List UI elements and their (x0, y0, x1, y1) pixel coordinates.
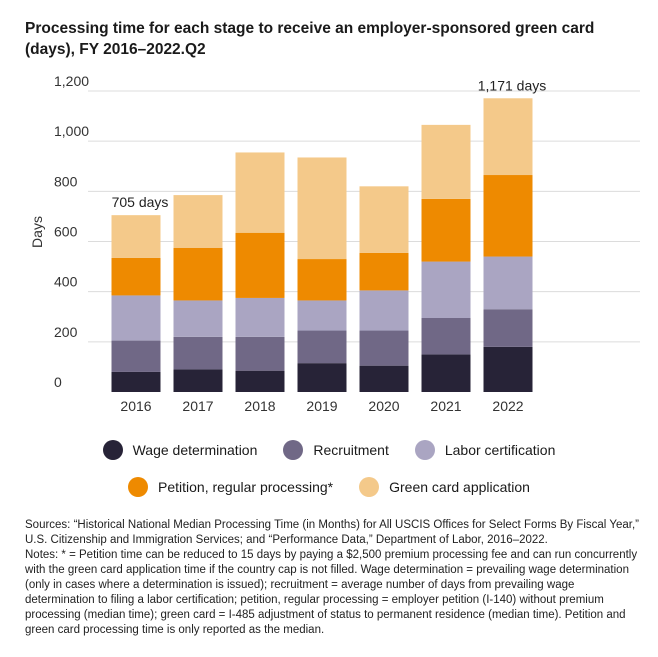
stacked-bar-chart: 0 200 400 600 800 1,000 1,200 2016 2017 2018 2019… (29, 73, 640, 414)
bar-segment-labor-certification (235, 297, 285, 337)
bar-total-annotation: 1,171 days (478, 77, 547, 93)
bar-segment-petition-regular-processing (483, 175, 533, 257)
bar-segment-green-card-application (483, 98, 533, 176)
x-tick-label: 2019 (306, 398, 337, 414)
notes-text: Notes: * = Petition time can be reduced … (25, 549, 638, 636)
bar-segment-wage-determination (483, 346, 533, 392)
bar-segment-green-card-application (173, 195, 223, 248)
y-axis-label: Days (29, 216, 45, 248)
bar-segment-recruitment (297, 330, 347, 364)
y-tick-label: 600 (54, 224, 78, 240)
bars (111, 98, 533, 392)
legend-item: Wage determination (102, 440, 258, 460)
bar-segment-wage-determination (421, 354, 471, 392)
bar-annotations: 705 days 1,171 days (112, 77, 547, 210)
bar-segment-labor-certification (483, 256, 533, 310)
bar-segment-recruitment (173, 336, 223, 370)
bar-segment-labor-certification (297, 300, 347, 331)
bar-segment-green-card-application (359, 186, 409, 253)
y-axis-ticks: 0 200 400 600 800 1,000 1,200 (54, 73, 89, 390)
sources-text: Sources: “Historical National Median Pro… (25, 519, 639, 546)
legend-item: Recruitment (283, 440, 389, 460)
bar-segment-petition-regular-processing (297, 259, 347, 301)
bar-segment-green-card-application (421, 124, 471, 199)
bar-segment-recruitment (111, 340, 161, 372)
sources-notes: Sources: “Historical National Median Pro… (25, 518, 645, 638)
y-tick-label: 1,200 (54, 73, 89, 89)
legend-label: Green card application (389, 479, 530, 495)
legend-swatch (359, 477, 380, 497)
bar-segment-wage-determination (297, 363, 347, 392)
bar-segment-recruitment (359, 330, 409, 366)
legend-item: Labor certification (414, 440, 556, 460)
bar-segment-labor-certification (421, 261, 471, 319)
x-tick-label: 2022 (492, 398, 523, 414)
x-axis-ticks: 2016 2017 2018 2019 2020 2021 2022 (120, 398, 523, 414)
bar-segment-petition-regular-processing (111, 257, 161, 296)
y-tick-label: 1,000 (54, 123, 89, 139)
bar-segment-green-card-application (111, 215, 161, 258)
bar-segment-recruitment (235, 336, 285, 371)
bar-segment-recruitment (421, 318, 471, 355)
legend-label: Petition, regular processing* (158, 479, 334, 495)
bar-segment-wage-determination (235, 370, 285, 392)
bar-segment-petition-regular-processing (173, 247, 223, 301)
bar-segment-labor-certification (111, 295, 161, 341)
legend-label: Labor certification (444, 442, 556, 458)
legend-row-1: Wage determination Recruitment Labor certi… (0, 440, 658, 460)
legend-label: Recruitment (313, 442, 389, 458)
y-tick-label: 200 (54, 324, 78, 340)
bar-segment-recruitment (483, 309, 533, 347)
bar-total-annotation: 705 days (112, 194, 169, 210)
legend-swatch (414, 440, 435, 460)
bar-segment-labor-certification (173, 300, 223, 337)
x-tick-label: 2017 (182, 398, 213, 414)
legend-item: Green card application (359, 477, 530, 497)
y-tick-label: 800 (54, 173, 78, 189)
x-tick-label: 2020 (368, 398, 399, 414)
chart-title: Processing time for each stage to receiv… (25, 20, 595, 58)
legend-label: Wage determination (132, 442, 258, 458)
bar-segment-wage-determination (173, 369, 223, 392)
x-tick-label: 2021 (430, 398, 461, 414)
x-tick-label: 2018 (244, 398, 275, 414)
x-tick-label: 2016 (120, 398, 151, 414)
y-tick-label: 400 (54, 274, 78, 290)
legend-swatch (102, 440, 123, 460)
bar-segment-wage-determination (111, 371, 161, 392)
bar-segment-wage-determination (359, 365, 409, 392)
legend-row-2: Petition, regular processing* Green card … (0, 477, 658, 497)
bar-segment-petition-regular-processing (421, 198, 471, 262)
bar-segment-petition-regular-processing (359, 252, 409, 291)
legend-swatch (128, 477, 148, 497)
legend-item: Petition, regular processing* (128, 477, 333, 497)
bar-segment-labor-certification (359, 290, 409, 331)
bar-segment-petition-regular-processing (235, 232, 285, 298)
bar-segment-green-card-application (235, 152, 285, 233)
legend-swatch (283, 440, 304, 460)
y-tick-label: 0 (54, 374, 62, 390)
bar-segment-green-card-application (297, 157, 347, 260)
